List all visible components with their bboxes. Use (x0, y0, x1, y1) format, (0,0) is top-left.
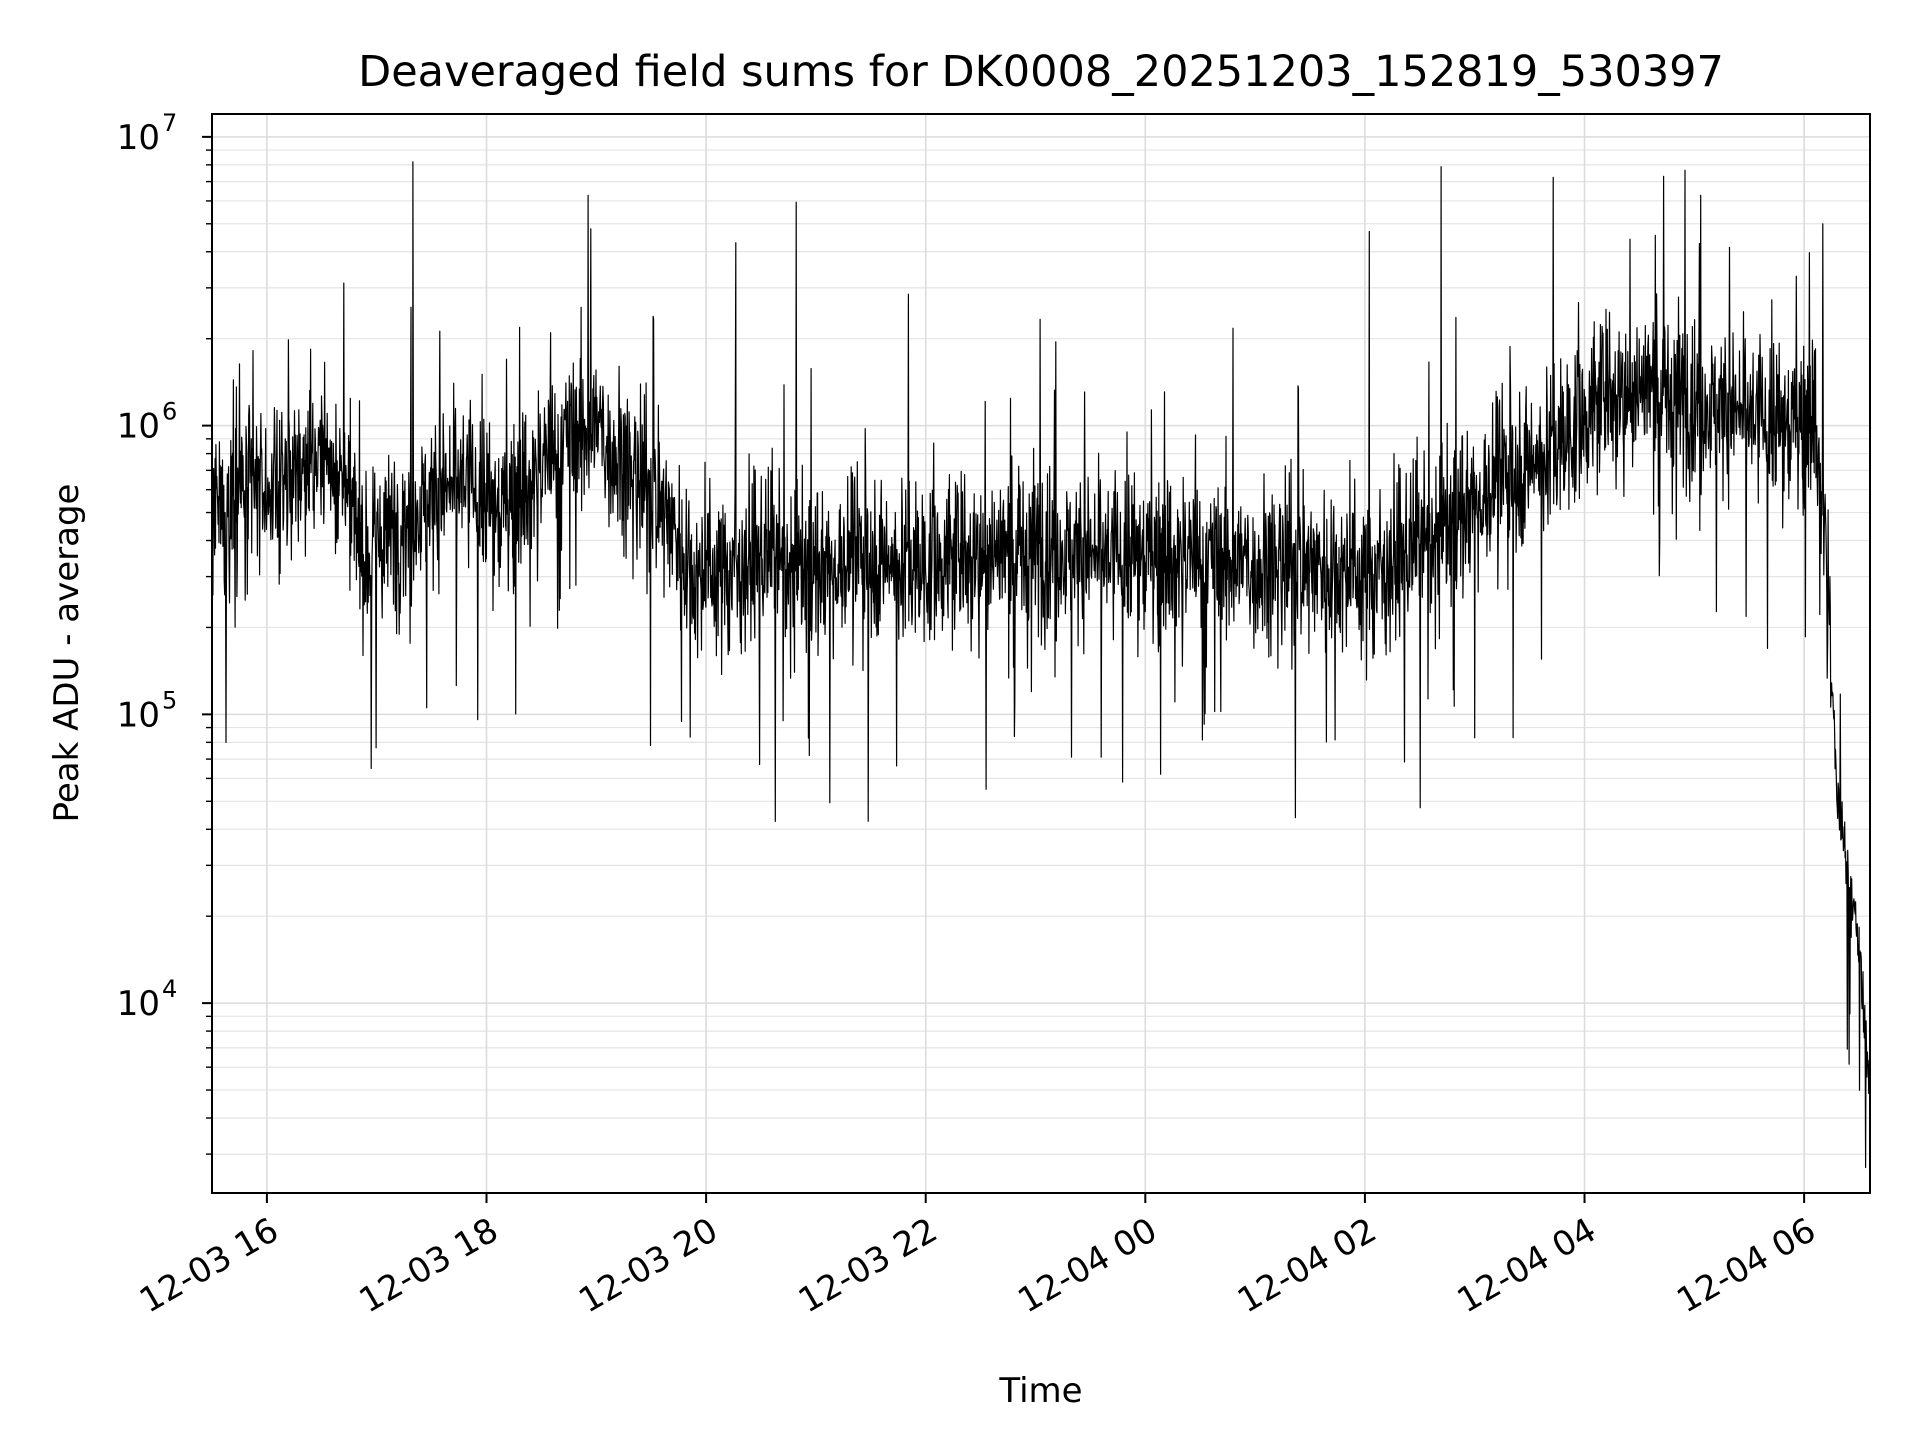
y-tick-label: 10 (117, 407, 160, 447)
y-axis-label: Peak ADU - average (47, 484, 87, 823)
series-line (212, 161, 1870, 1169)
plot-area (212, 114, 1870, 1193)
y-tick-label: 10 (117, 695, 160, 735)
major-grid (212, 114, 1870, 1193)
y-tick-exponent: 6 (162, 398, 177, 426)
x-axis-label: Time (998, 1371, 1082, 1411)
y-tick-exponent: 7 (162, 109, 177, 137)
y-tick-label: 10 (117, 984, 160, 1024)
y-tick-exponent: 4 (162, 975, 177, 1003)
axes-frame (211, 113, 1871, 1194)
y-tick-exponent: 5 (162, 686, 177, 714)
y-tick-label: 10 (117, 118, 160, 158)
chart-title: Deaveraged field sums for DK0008_2025120… (358, 47, 1724, 97)
series-line-group (212, 161, 1870, 1169)
